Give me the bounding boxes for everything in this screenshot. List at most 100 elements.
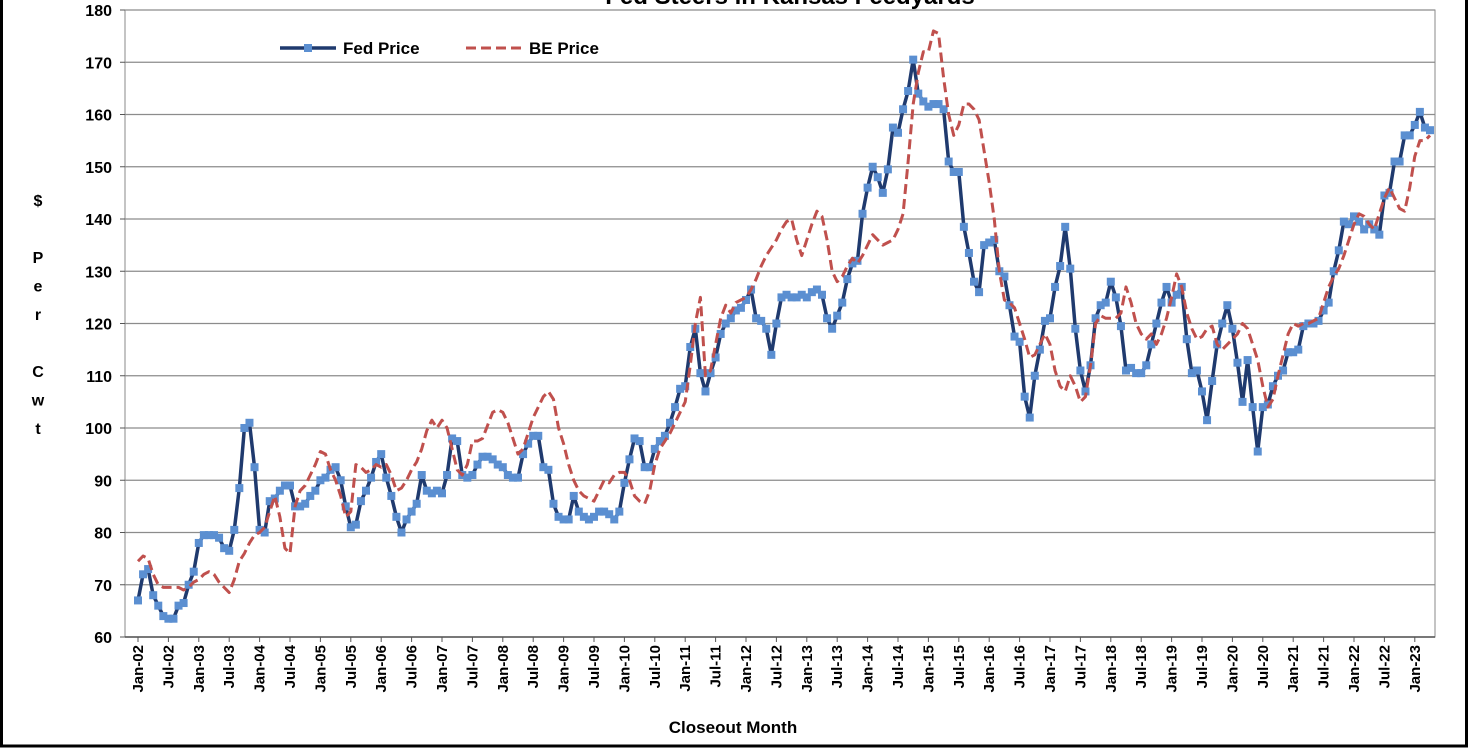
data-marker bbox=[1405, 131, 1414, 140]
x-tick-label: Jul-20 bbox=[1255, 645, 1272, 688]
legend-marker bbox=[304, 44, 312, 52]
data-marker bbox=[843, 275, 852, 284]
data-marker bbox=[823, 314, 832, 323]
data-marker bbox=[478, 452, 487, 461]
x-tick-label: Jan-05 bbox=[312, 645, 329, 693]
x-tick-label: Jul-07 bbox=[464, 645, 481, 688]
x-tick-label: Jul-04 bbox=[282, 644, 299, 688]
data-marker bbox=[757, 316, 766, 325]
x-tick-label: Jul-06 bbox=[404, 645, 421, 688]
data-marker bbox=[362, 486, 370, 495]
x-tick-label: Jan-06 bbox=[373, 645, 390, 693]
data-marker bbox=[1035, 345, 1044, 354]
data-marker bbox=[569, 491, 578, 500]
data-marker bbox=[220, 544, 229, 553]
data-marker bbox=[549, 499, 558, 508]
data-marker bbox=[473, 460, 482, 469]
data-marker bbox=[1248, 403, 1257, 412]
y-tick-label: 160 bbox=[85, 108, 112, 125]
data-marker bbox=[706, 369, 715, 378]
data-marker bbox=[331, 463, 340, 472]
data-marker bbox=[154, 601, 163, 610]
data-marker bbox=[762, 324, 771, 333]
x-axis-label: Closeout Month bbox=[669, 718, 797, 737]
data-marker bbox=[1279, 366, 1288, 375]
x-tick-label: Jul-03 bbox=[221, 645, 238, 688]
x-tick-label: Jan-14 bbox=[860, 644, 877, 692]
data-marker bbox=[306, 491, 315, 500]
data-marker bbox=[640, 463, 649, 472]
data-marker bbox=[883, 165, 892, 174]
data-marker bbox=[1025, 413, 1034, 422]
data-marker bbox=[377, 450, 386, 459]
data-marker bbox=[671, 403, 680, 412]
y-tick-label: 90 bbox=[94, 473, 112, 490]
data-marker bbox=[904, 86, 913, 95]
data-marker bbox=[914, 89, 923, 98]
x-tick-label: Jan-21 bbox=[1285, 645, 1302, 693]
data-marker bbox=[1162, 282, 1171, 291]
data-marker bbox=[726, 314, 735, 323]
data-marker bbox=[514, 473, 522, 482]
data-marker bbox=[539, 463, 548, 472]
data-marker bbox=[939, 105, 948, 114]
data-marker bbox=[498, 463, 507, 472]
data-marker bbox=[1360, 225, 1369, 234]
data-marker bbox=[230, 525, 239, 534]
data-marker bbox=[1015, 337, 1024, 346]
chart-title: Fed Steers in Kansas Feedyards bbox=[605, 0, 975, 10]
data-marker bbox=[1192, 366, 1201, 375]
x-tick-label: Jan-09 bbox=[556, 645, 573, 693]
x-tick-label: Jul-16 bbox=[1012, 645, 1029, 688]
y-label-char: P bbox=[33, 250, 44, 267]
data-marker bbox=[463, 473, 472, 482]
y-label-char: r bbox=[35, 307, 41, 324]
y-tick-label: 120 bbox=[85, 317, 112, 334]
data-marker bbox=[134, 596, 142, 605]
x-tick-label: Jul-19 bbox=[1194, 645, 1211, 688]
data-marker bbox=[286, 481, 294, 490]
data-marker bbox=[686, 343, 695, 352]
data-marker bbox=[650, 444, 659, 453]
data-marker bbox=[1344, 220, 1353, 229]
data-marker bbox=[1370, 225, 1379, 234]
legend-label: BE Price bbox=[529, 39, 599, 58]
data-marker bbox=[245, 418, 254, 427]
data-marker bbox=[797, 290, 806, 299]
data-marker bbox=[1056, 262, 1065, 271]
data-marker bbox=[1187, 369, 1196, 378]
x-tick-label: Jan-03 bbox=[191, 645, 208, 693]
data-marker bbox=[544, 465, 553, 474]
data-marker bbox=[802, 293, 811, 302]
data-marker bbox=[985, 238, 994, 247]
x-tick-label: Jul-08 bbox=[525, 645, 542, 688]
data-marker bbox=[772, 319, 781, 328]
data-marker bbox=[1020, 392, 1029, 401]
data-marker bbox=[1375, 230, 1384, 239]
data-marker bbox=[321, 473, 330, 482]
y-label-char: w bbox=[31, 393, 45, 410]
data-marker bbox=[296, 502, 305, 511]
data-marker bbox=[1101, 298, 1110, 307]
data-marker bbox=[1030, 371, 1039, 380]
x-tick-label: Jan-02 bbox=[130, 645, 147, 693]
data-marker bbox=[1091, 314, 1100, 323]
data-marker bbox=[351, 520, 360, 529]
data-marker bbox=[1127, 363, 1136, 372]
data-marker bbox=[630, 434, 639, 443]
data-marker bbox=[752, 314, 761, 323]
data-marker bbox=[970, 277, 978, 286]
y-tick-label: 150 bbox=[85, 160, 112, 177]
data-marker bbox=[924, 102, 933, 111]
x-tick-label: Jan-16 bbox=[981, 645, 998, 693]
data-marker bbox=[1203, 416, 1212, 425]
data-marker bbox=[1076, 366, 1085, 375]
data-marker bbox=[1284, 348, 1293, 357]
data-marker bbox=[782, 290, 791, 299]
data-marker bbox=[716, 329, 725, 338]
data-marker bbox=[164, 614, 173, 623]
data-marker bbox=[1415, 107, 1424, 116]
data-marker bbox=[1071, 324, 1080, 333]
